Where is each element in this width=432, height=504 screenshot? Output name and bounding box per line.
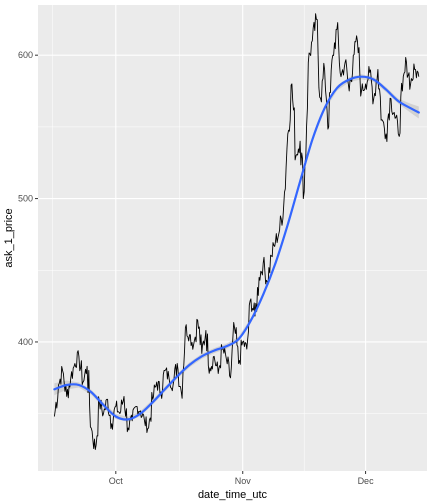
y-tick-label: 500 bbox=[18, 194, 33, 204]
y-tick-label: 600 bbox=[18, 50, 33, 60]
x-axis-title: date_time_utc bbox=[198, 489, 268, 501]
y-axis-title: ask_1_price bbox=[3, 208, 15, 267]
plot-panel bbox=[38, 5, 427, 471]
y-axis-ticks: 400 500 600 bbox=[18, 50, 38, 347]
x-tick-label: Dec bbox=[358, 476, 375, 486]
x-tick-label: Oct bbox=[109, 476, 124, 486]
x-axis-ticks: Oct Nov Dec bbox=[109, 471, 374, 486]
x-tick-label: Nov bbox=[235, 476, 252, 486]
smooth-trend-line bbox=[53, 75, 420, 421]
price-series-line bbox=[53, 13, 420, 450]
grid-major bbox=[38, 5, 427, 471]
y-tick-label: 400 bbox=[18, 337, 33, 347]
